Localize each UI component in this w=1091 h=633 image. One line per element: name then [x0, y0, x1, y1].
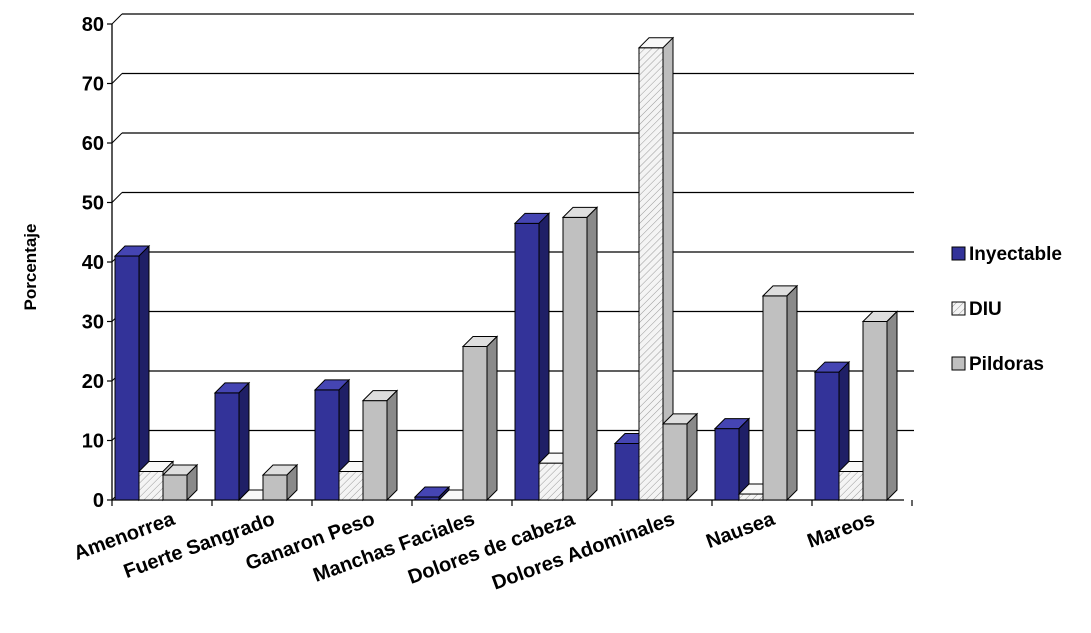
y-tick-label: 0	[93, 490, 104, 512]
x-tick-label: Mareos	[804, 508, 877, 553]
bar-inyectable-side	[238, 381, 250, 502]
bar-pildoras-side	[286, 463, 298, 502]
bar-diu	[538, 462, 564, 501]
bar-inyectable-side	[138, 244, 150, 502]
bar-pildoras-side	[186, 463, 198, 502]
x-tick-label: Dolores Adominales	[489, 508, 678, 595]
gridline-connector	[111, 13, 123, 25]
bar-inyectable	[514, 222, 540, 501]
bar-inyectable	[214, 392, 240, 501]
bar-inyectable	[114, 255, 140, 501]
bar-pildoras	[562, 216, 588, 501]
y-tick-label: 30	[82, 312, 104, 334]
bar-pildoras-side	[386, 389, 398, 502]
y-tick-label: 40	[82, 252, 104, 274]
y-tick-label: 50	[82, 193, 104, 215]
y-tick-label: 70	[82, 74, 104, 96]
bar-inyectable	[714, 428, 740, 501]
y-tick-label: 20	[82, 371, 104, 393]
bar-pildoras-side	[786, 284, 798, 502]
y-tick-label: 10	[82, 431, 104, 453]
bar-pildoras-side	[486, 335, 498, 502]
bar-pildoras	[862, 321, 888, 501]
legend-label-pildoras: Pildoras	[969, 354, 1044, 375]
bar-diu	[138, 470, 164, 501]
bar-pildoras	[362, 400, 388, 501]
bar-diu	[338, 470, 364, 501]
bar-inyectable	[314, 389, 340, 501]
y-axis-label: Porcentaje	[21, 224, 40, 311]
bar-pildoras	[262, 474, 288, 501]
y-tick-label: 60	[82, 133, 104, 155]
bar-pildoras	[662, 423, 688, 501]
bar-inyectable	[614, 442, 640, 501]
bar-pildoras	[162, 474, 188, 501]
legend: Inyectable DIU Pildoras	[951, 244, 1062, 375]
bar-pildoras-side	[586, 206, 598, 502]
bar-inyectable	[814, 371, 840, 501]
gridline-connector	[111, 132, 123, 144]
legend-label-diu: DIU	[969, 299, 1002, 320]
legend-swatch-pildoras	[951, 356, 966, 371]
bar-diu	[638, 47, 664, 501]
gridline-connector	[111, 192, 123, 203]
legend-swatch-inyectable	[951, 246, 966, 261]
bar-diu	[738, 493, 764, 501]
x-tick-label: Nausea	[703, 508, 778, 553]
bar-pildoras	[762, 295, 788, 501]
gridline-connector	[111, 73, 123, 84]
bar-pildoras	[462, 345, 488, 501]
legend-swatch-diu	[951, 301, 966, 316]
bars	[113, 36, 899, 502]
legend-label-inyectable: Inyectable	[969, 244, 1062, 265]
y-tick-label: 80	[82, 14, 104, 36]
bar-pildoras-side	[686, 412, 698, 502]
bar-diu	[838, 470, 864, 501]
bar-pildoras-side	[886, 310, 898, 502]
